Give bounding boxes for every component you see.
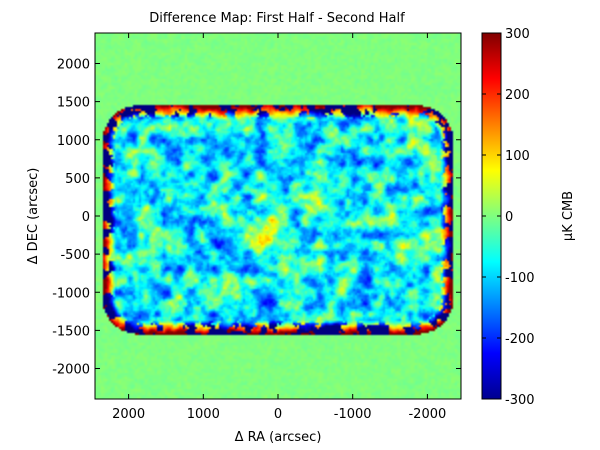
y-tick-label: -1000 bbox=[52, 286, 90, 301]
colorbar-tick-label: 0 bbox=[505, 210, 513, 225]
y-axis-ticks: 2000 1500 1000 500 0 -500 -1000 -1500 -2000 bbox=[52, 58, 461, 378]
y-tick-label: -1500 bbox=[52, 324, 90, 339]
colorbar-tick-label: -200 bbox=[505, 332, 535, 347]
colorbar-tick-label: 300 bbox=[505, 27, 530, 42]
colorbar-tick-label: -100 bbox=[505, 271, 535, 286]
y-tick-label: 1000 bbox=[57, 134, 90, 149]
x-axis-label: Δ RA (arcsec) bbox=[235, 430, 322, 445]
x-tick-label: -1000 bbox=[334, 407, 372, 422]
x-tick-label: 1000 bbox=[187, 407, 220, 422]
heatmap-image bbox=[95, 33, 461, 399]
colorbar-tick-label: 100 bbox=[505, 149, 530, 164]
x-tick-label: 0 bbox=[274, 407, 282, 422]
y-tick-label: 2000 bbox=[57, 58, 90, 73]
y-tick-label: 0 bbox=[82, 210, 90, 225]
y-tick-label: -2000 bbox=[52, 363, 90, 378]
x-tick-label: -2000 bbox=[408, 407, 446, 422]
x-axis-ticks: 2000 1000 0 -1000 -2000 bbox=[112, 33, 446, 422]
chart-title: Difference Map: First Half - Second Half bbox=[149, 11, 405, 26]
y-tick-label: 500 bbox=[65, 172, 90, 187]
x-tick-label: 2000 bbox=[112, 407, 145, 422]
y-axis-label: Δ DEC (arcsec) bbox=[26, 168, 41, 265]
y-tick-label: -500 bbox=[60, 248, 90, 263]
colorbar-ticks: 300 200 100 0 -100 -200 -300 bbox=[482, 27, 535, 408]
y-tick-label: 1500 bbox=[57, 96, 90, 111]
colorbar-tick-label: 200 bbox=[505, 88, 530, 103]
colorbar-tick-label: -300 bbox=[505, 393, 535, 408]
colorbar-label: μK CMB bbox=[561, 191, 576, 241]
heatmap-area bbox=[95, 33, 461, 399]
colorbar: 300 200 100 0 -100 -200 -300 μK CMB bbox=[481, 27, 576, 408]
